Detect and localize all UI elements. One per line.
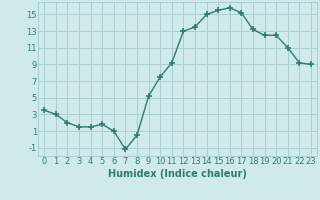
X-axis label: Humidex (Indice chaleur): Humidex (Indice chaleur) — [108, 169, 247, 179]
